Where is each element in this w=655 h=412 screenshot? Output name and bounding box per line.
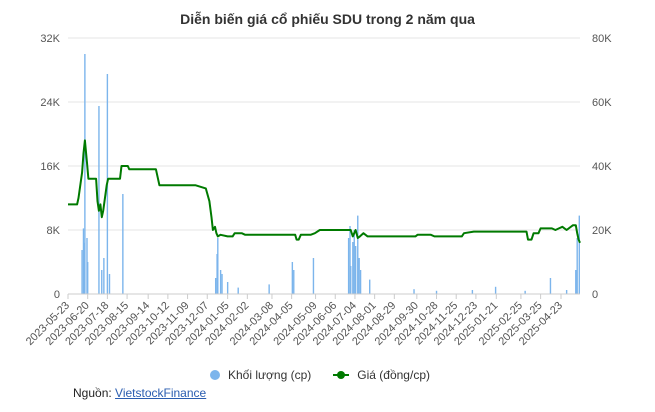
volume-bar bbox=[353, 230, 355, 294]
volume-bar bbox=[108, 274, 111, 294]
left-y-tick-label: 16K bbox=[40, 161, 60, 173]
legend-volume-label: Khối lượng (cp) bbox=[228, 368, 312, 382]
volume-bar bbox=[357, 215, 359, 294]
x-axis: 2023-05-232023-06-202023-07-182023-08-15… bbox=[24, 293, 580, 348]
volume-bar bbox=[549, 278, 552, 294]
right-y-tick-label: 80K bbox=[592, 33, 612, 45]
volume-bar bbox=[226, 282, 229, 294]
volume-bar bbox=[214, 278, 217, 294]
volume-bar bbox=[565, 290, 568, 294]
volume-bar bbox=[524, 290, 526, 294]
volume-bar bbox=[369, 279, 371, 294]
volume-bar bbox=[103, 258, 105, 294]
volume-bar bbox=[221, 274, 223, 294]
legend-item-price[interactable]: Giá (đồng/cp) bbox=[333, 368, 430, 382]
volume-bar bbox=[293, 270, 295, 294]
legend-volume-marker bbox=[210, 370, 220, 380]
volume-bar bbox=[86, 262, 89, 294]
volume-bar bbox=[435, 290, 438, 294]
left-y-tick-label: 8K bbox=[47, 225, 61, 237]
volume-bar bbox=[578, 215, 580, 294]
left-y-tick-label: 32K bbox=[40, 33, 60, 45]
volume-bar bbox=[471, 290, 474, 294]
source-line: Nguồn: VietstockFinance bbox=[73, 386, 206, 400]
left-y-tick-label: 0 bbox=[54, 289, 60, 301]
volume-bar bbox=[347, 238, 350, 294]
volume-bar bbox=[219, 270, 222, 294]
gridlines bbox=[68, 37, 580, 295]
left-y-tick-label: 24K bbox=[40, 97, 60, 109]
volume-bar bbox=[291, 262, 294, 294]
volume-bar bbox=[349, 226, 351, 294]
volume-bar bbox=[354, 246, 357, 294]
volume-bar bbox=[83, 242, 85, 294]
volume-bar bbox=[101, 270, 103, 294]
volume-bar bbox=[82, 228, 85, 294]
source-link[interactable]: VietstockFinance bbox=[115, 386, 207, 400]
left-y-axis: 0 8K 16K 24K 32K bbox=[40, 33, 60, 301]
volume-bar bbox=[350, 266, 352, 294]
right-y-tick-label: 60K bbox=[592, 97, 612, 109]
legend-price-label: Giá (đồng/cp) bbox=[357, 368, 430, 382]
source-label: Nguồn: bbox=[73, 386, 112, 400]
volume-bar bbox=[359, 270, 362, 294]
volume-bar bbox=[216, 254, 218, 294]
legend: Khối lượng (cp) Giá (đồng/cp) bbox=[210, 366, 452, 384]
volume-bar bbox=[217, 238, 219, 294]
volume-bar bbox=[494, 286, 497, 294]
right-y-tick-label: 0 bbox=[592, 289, 598, 301]
volume-bar bbox=[268, 284, 270, 294]
volume-bar bbox=[312, 258, 315, 294]
volume-bar bbox=[413, 289, 415, 294]
volume-bar bbox=[86, 238, 88, 294]
volume-bar bbox=[237, 287, 239, 294]
volume-bar bbox=[98, 106, 100, 294]
price-series-line bbox=[68, 139, 581, 244]
volume-bar bbox=[575, 270, 577, 294]
chart-title: Diễn biến giá cổ phiếu SDU trong 2 năm q… bbox=[180, 11, 475, 27]
volume-bar bbox=[576, 238, 578, 294]
price-line bbox=[68, 139, 581, 244]
volume-bar bbox=[84, 54, 86, 294]
right-y-axis: 0 20K 40K 60K 80K bbox=[592, 33, 612, 301]
right-y-tick-label: 40K bbox=[592, 161, 612, 173]
volume-bar bbox=[352, 242, 354, 294]
volume-bar bbox=[358, 258, 360, 294]
legend-price-marker bbox=[333, 371, 350, 379]
volume-bar bbox=[122, 194, 124, 294]
legend-item-volume[interactable]: Khối lượng (cp) bbox=[210, 368, 311, 382]
right-y-tick-label: 20K bbox=[592, 225, 612, 237]
volume-bar bbox=[81, 250, 83, 294]
